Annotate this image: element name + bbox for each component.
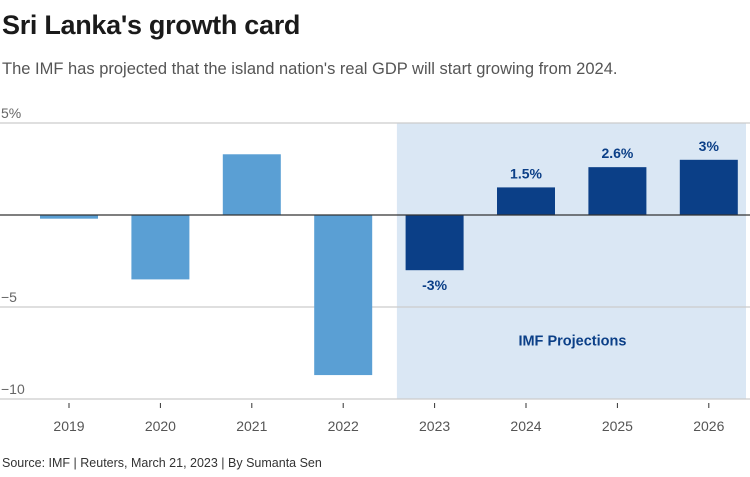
x-tick-label-2019: 2019 <box>53 418 84 434</box>
x-tick-label-2025: 2025 <box>602 418 633 434</box>
source-note: Source: IMF | Reuters, March 21, 2023 | … <box>2 456 322 470</box>
x-tick-label-2020: 2020 <box>145 418 176 434</box>
bar-2023 <box>405 215 464 271</box>
y-tick-label: −10 <box>1 381 25 397</box>
chart-title: Sri Lanka's growth card <box>2 10 301 40</box>
projection-annotation: IMF Projections <box>518 334 626 350</box>
bar-2020 <box>131 215 190 280</box>
chart-subtitle: The IMF has projected that the island na… <box>2 60 618 78</box>
bar-2024 <box>497 187 555 215</box>
data-label-2024: 1.5% <box>510 165 542 181</box>
x-tick-label-2023: 2023 <box>419 418 450 434</box>
y-tick-label: −5 <box>1 289 17 305</box>
x-tick-label-2022: 2022 <box>328 418 359 434</box>
bar-2026 <box>679 159 738 215</box>
data-label-2026: 3% <box>699 138 720 154</box>
bar-2019 <box>40 215 98 219</box>
x-tick-label-2024: 2024 <box>510 418 541 434</box>
y-tick-label: 5% <box>1 105 21 121</box>
bar-2025 <box>588 167 647 215</box>
data-label-2023: -3% <box>422 277 447 293</box>
bar-2022 <box>314 215 373 376</box>
bar-2021 <box>222 154 281 215</box>
x-tick-label-2026: 2026 <box>693 418 724 434</box>
x-tick-label-2021: 2021 <box>236 418 267 434</box>
data-label-2025: 2.6% <box>601 145 633 161</box>
